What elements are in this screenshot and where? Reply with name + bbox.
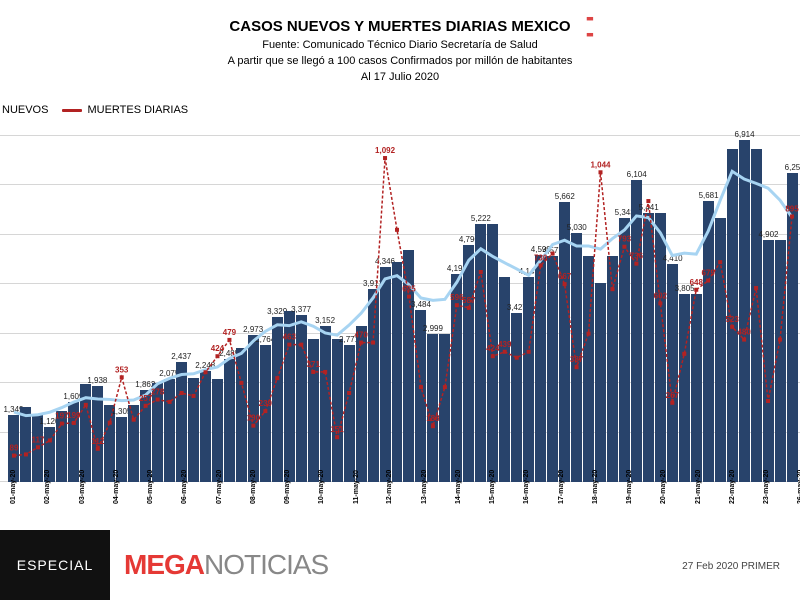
- chart-xaxis: 01-may-2002-may-2003-may-2004-may-2005-m…: [8, 482, 798, 506]
- svg-text:587: 587: [462, 296, 476, 305]
- svg-text:523: 523: [725, 315, 739, 324]
- svg-text:730: 730: [534, 253, 548, 262]
- logo-bold: MEGA: [124, 549, 204, 580]
- footer: ESPECIAL MEGANOTICIAS 27 Feb 2020 PRIMER: [0, 530, 800, 600]
- grid-decoration-icon: ▪▪▪▪: [586, 10, 592, 42]
- svg-text:188: 188: [426, 414, 440, 423]
- svg-text:736: 736: [630, 252, 644, 261]
- svg-text:117: 117: [31, 435, 44, 444]
- chart-overlay-lines: 8911719719911235325727842447919023946337…: [8, 126, 798, 482]
- svg-text:1,092: 1,092: [375, 146, 396, 155]
- svg-text:239: 239: [259, 399, 273, 408]
- legend-swatch-muertes: [62, 109, 82, 112]
- svg-text:199: 199: [67, 411, 81, 420]
- svg-text:648: 648: [690, 278, 704, 287]
- svg-text:480: 480: [737, 328, 751, 337]
- svg-text:895: 895: [785, 204, 799, 213]
- chart-title: CASOS NUEVOS Y MUERTES DIARIAS MEXICO: [0, 18, 800, 35]
- legend-nuevos: NUEVOS: [2, 104, 48, 116]
- svg-text:479: 479: [223, 328, 237, 337]
- footer-badge: ESPECIAL: [0, 530, 110, 600]
- svg-text:278: 278: [151, 388, 165, 397]
- svg-text:463: 463: [283, 333, 297, 342]
- chart-subtitle-note: A partir que se llegó a 100 casos Confir…: [0, 55, 800, 67]
- logo-light: NOTICIAS: [204, 549, 328, 580]
- legend-muertes: MUERTES DIARIAS: [62, 104, 188, 116]
- chart-legend: NUEVOS MUERTES DIARIAS: [2, 104, 188, 116]
- chart-plot-area: 1,3491,1201,6091,9381,3051,8622,0752,437…: [0, 126, 800, 506]
- svg-text:439: 439: [498, 340, 512, 349]
- footer-logo: MEGANOTICIAS: [124, 549, 328, 581]
- svg-text:190: 190: [247, 414, 261, 423]
- chart-subtitle-date: Al 17 Julio 2020: [0, 71, 800, 83]
- svg-text:470: 470: [354, 331, 368, 340]
- svg-text:89: 89: [10, 444, 19, 453]
- svg-text:625: 625: [402, 285, 416, 294]
- svg-text:679: 679: [702, 269, 716, 278]
- svg-text:793: 793: [618, 235, 632, 244]
- svg-text:267: 267: [666, 391, 680, 400]
- legend-label-muertes: MUERTES DIARIAS: [87, 104, 188, 116]
- title-block: CASOS NUEVOS Y MUERTES DIARIAS MEXICO Fu…: [0, 0, 800, 83]
- svg-text:1,044: 1,044: [590, 160, 611, 169]
- svg-text:424: 424: [211, 344, 225, 353]
- svg-text:602: 602: [654, 291, 668, 300]
- svg-text:387: 387: [570, 355, 584, 364]
- chart-container: ▪▪▪▪ CASOS NUEVOS Y MUERTES DIARIAS MEXI…: [0, 0, 800, 600]
- svg-text:112: 112: [91, 437, 104, 446]
- svg-text:371: 371: [307, 360, 321, 369]
- footer-date: 27 Feb 2020 PRIMER: [682, 561, 780, 572]
- svg-text:667: 667: [558, 272, 572, 281]
- svg-text:353: 353: [115, 365, 129, 374]
- svg-text:151: 151: [330, 425, 344, 434]
- chart-subtitle-source: Fuente: Comunicado Técnico Diario Secret…: [0, 39, 800, 51]
- legend-label-nuevos: NUEVOS: [2, 104, 48, 116]
